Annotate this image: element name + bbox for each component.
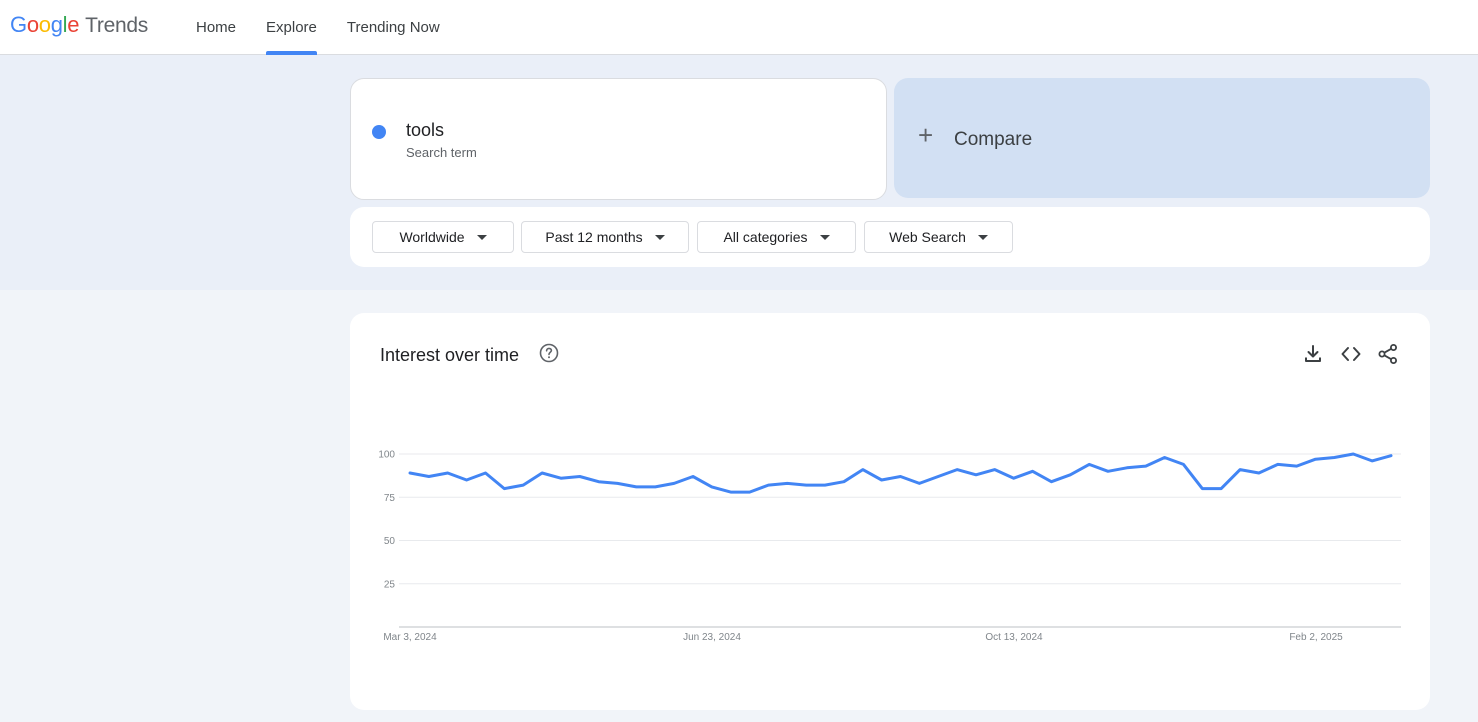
y-tick-label: 25: [384, 579, 396, 590]
embed-code-icon[interactable]: [1340, 343, 1362, 365]
region-dropdown[interactable]: Worldwide: [372, 221, 514, 253]
main-nav: Home Explore Trending Now: [186, 0, 460, 55]
caret-down-icon: [476, 234, 487, 240]
x-tick-label: Feb 2, 2025: [1289, 632, 1343, 643]
search-term-text[interactable]: tools: [406, 120, 445, 140]
y-tick-label: 100: [378, 450, 395, 461]
caret-down-icon: [819, 234, 830, 240]
search-term-card[interactable]: tools Search term: [350, 78, 887, 200]
filter-bar: Worldwide Past 12 months All categories …: [350, 207, 1430, 267]
compare-button[interactable]: + Compare: [894, 78, 1430, 198]
chart-title: Interest over time: [380, 345, 520, 365]
region-dropdown-label: Worldwide: [399, 229, 465, 245]
category-dropdown[interactable]: All categories: [697, 221, 856, 253]
interest-line-chart: 100 75 50 25 Mar 3, 2024 Jun 23, 2024 Oct 13, …: [378, 450, 1401, 643]
interest-over-time-card: Interest over time 100 75 50 25 Mar 3, 2024 J…: [350, 313, 1430, 710]
tab-explore[interactable]: Explore: [256, 0, 327, 55]
category-dropdown-label: All categories: [723, 229, 808, 245]
search-term-sublabel: Search term: [406, 145, 477, 160]
tab-trending-now[interactable]: Trending Now: [346, 19, 440, 36]
caret-down-icon: [654, 234, 665, 240]
search-property-dropdown-label: Web Search: [889, 229, 966, 245]
term-color-dot: [372, 125, 386, 139]
help-icon[interactable]: [539, 343, 559, 363]
x-tick-label: Mar 3, 2024: [383, 632, 437, 643]
x-tick-label: Jun 23, 2024: [683, 632, 741, 643]
series-line-tools[interactable]: [408, 452, 1393, 494]
y-tick-label: 75: [384, 493, 396, 504]
compare-label: Compare: [954, 129, 1033, 150]
download-icon[interactable]: [1302, 343, 1324, 365]
share-icon[interactable]: [1377, 343, 1399, 365]
search-property-dropdown[interactable]: Web Search: [864, 221, 1013, 253]
tab-home[interactable]: Home: [196, 19, 237, 36]
plus-icon: +: [918, 120, 934, 150]
y-tick-label: 50: [384, 536, 396, 547]
x-tick-label: Oct 13, 2024: [985, 632, 1043, 643]
caret-down-icon: [977, 234, 988, 240]
time-range-dropdown[interactable]: Past 12 months: [521, 221, 689, 253]
logo-product-name: Trends: [85, 14, 148, 37]
time-range-dropdown-label: Past 12 months: [545, 229, 643, 245]
